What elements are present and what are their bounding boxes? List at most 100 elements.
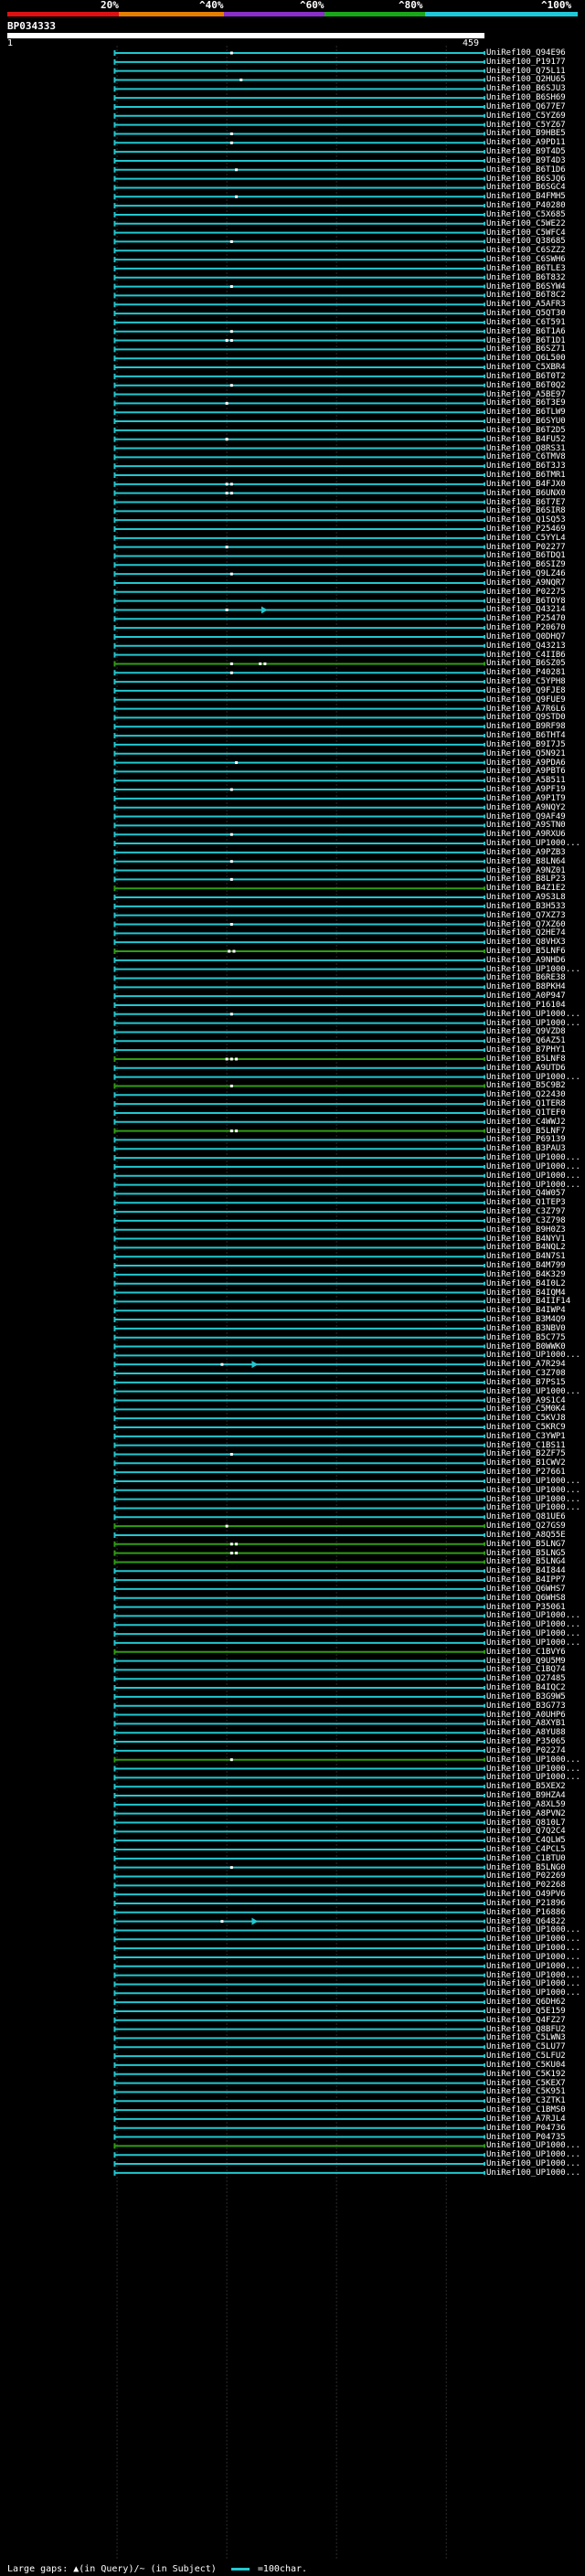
accession-link[interactable]: UniRef100_B5C775 xyxy=(486,1332,566,1342)
accession-link[interactable]: UniRef100_C5K951 xyxy=(486,2087,566,2097)
accession-link[interactable]: UniRef100_C3ZTK1 xyxy=(486,2096,566,2106)
alignment-track[interactable] xyxy=(113,1092,485,1098)
alignment-track[interactable] xyxy=(113,1433,485,1439)
alignment-track[interactable] xyxy=(113,1451,485,1458)
accession-link[interactable]: UniRef100_B4IQM4 xyxy=(486,1288,566,1298)
accession-link[interactable]: UniRef100_B4Z1E2 xyxy=(486,884,566,894)
accession-link[interactable]: UniRef100_B6T1D6 xyxy=(486,164,566,175)
alignment-track[interactable] xyxy=(113,373,485,379)
alignment-track[interactable] xyxy=(113,625,485,631)
accession-link[interactable]: UniRef100_UP1000... xyxy=(486,2159,580,2169)
accession-link[interactable]: UniRef100_B6T0Q2 xyxy=(486,380,566,390)
accession-link[interactable]: UniRef100_P69139 xyxy=(486,1135,566,1145)
alignment-track[interactable] xyxy=(113,1900,485,1906)
accession-link[interactable]: UniRef100_B4FMH5 xyxy=(486,192,566,202)
accession-link[interactable]: UniRef100_B7PS15 xyxy=(486,1377,566,1387)
alignment-track[interactable] xyxy=(113,1352,485,1359)
accession-link[interactable]: UniRef100_C1BTU0 xyxy=(486,1853,566,1863)
alignment-track[interactable] xyxy=(113,1936,485,1943)
alignment-track[interactable] xyxy=(113,302,485,308)
alignment-track[interactable] xyxy=(113,2143,485,2149)
accession-link[interactable]: UniRef100_UP1000... xyxy=(486,1476,580,1486)
accession-link[interactable]: UniRef100_B4FJX0 xyxy=(486,479,566,489)
accession-link[interactable]: UniRef100_Q7XZ60 xyxy=(486,919,566,929)
accession-link[interactable]: UniRef100_B9I7J5 xyxy=(486,739,566,749)
accession-link[interactable]: UniRef100_A9NZ01 xyxy=(486,865,566,875)
accession-link[interactable]: UniRef100_UP1000... xyxy=(486,1485,580,1495)
accession-link[interactable]: UniRef100_P04736 xyxy=(486,2123,566,2133)
alignment-track[interactable] xyxy=(113,705,485,712)
accession-link[interactable]: UniRef100_B8PKH4 xyxy=(486,982,566,992)
accession-link[interactable]: UniRef100_Q1TEP3 xyxy=(486,1198,566,1208)
accession-link[interactable]: UniRef100_Q6WHS7 xyxy=(486,1584,566,1594)
accession-link[interactable]: UniRef100_B9HZA4 xyxy=(486,1791,566,1801)
alignment-track[interactable] xyxy=(113,1784,485,1790)
accession-link[interactable]: UniRef100_B9HBE5 xyxy=(486,129,566,139)
alignment-track[interactable] xyxy=(113,436,485,442)
accession-link[interactable]: UniRef100_P35061 xyxy=(486,1602,566,1612)
alignment-track[interactable] xyxy=(113,185,485,191)
alignment-track[interactable] xyxy=(113,993,485,1000)
alignment-track[interactable] xyxy=(113,239,485,245)
alignment-track[interactable] xyxy=(113,750,485,757)
alignment-track[interactable] xyxy=(113,400,485,407)
accession-link[interactable]: UniRef100_Q38685 xyxy=(486,237,566,247)
alignment-track[interactable] xyxy=(113,1254,485,1260)
accession-link[interactable]: UniRef100_UP1000... xyxy=(486,1754,580,1765)
accession-link[interactable]: UniRef100_P20670 xyxy=(486,623,566,633)
alignment-track[interactable] xyxy=(113,1882,485,1889)
alignment-track[interactable] xyxy=(113,2089,485,2095)
alignment-track[interactable] xyxy=(113,1730,485,1736)
accession-link[interactable]: UniRef100_C5KEX7 xyxy=(486,2078,566,2088)
alignment-track[interactable] xyxy=(113,2107,485,2114)
accession-link[interactable]: UniRef100_B4IPP7 xyxy=(486,1575,566,1585)
accession-link[interactable]: UniRef100_Q810L7 xyxy=(486,1818,566,1828)
accession-link[interactable]: UniRef100_UP1000... xyxy=(486,1952,580,1962)
accession-link[interactable]: UniRef100_C4IIB6 xyxy=(486,650,566,660)
alignment-track[interactable] xyxy=(113,1029,485,1035)
accession-link[interactable]: UniRef100_UP1000... xyxy=(486,1961,580,1971)
alignment-track[interactable] xyxy=(113,517,485,524)
accession-link[interactable]: UniRef100_Q1TER8 xyxy=(486,1099,566,1109)
accession-link[interactable]: UniRef100_B6TLE3 xyxy=(486,263,566,273)
alignment-track[interactable] xyxy=(113,1927,485,1934)
accession-link[interactable]: UniRef100_B6SJU3 xyxy=(486,84,566,94)
accession-link[interactable]: UniRef100_P16886 xyxy=(486,1907,566,1917)
accession-link[interactable]: UniRef100_UP1000... xyxy=(486,2150,580,2160)
alignment-track[interactable] xyxy=(113,157,485,164)
accession-link[interactable]: UniRef100_B6TDQ1 xyxy=(486,551,566,561)
alignment-track[interactable] xyxy=(113,1917,485,1925)
alignment-track[interactable] xyxy=(113,1083,485,1089)
alignment-track[interactable] xyxy=(113,535,485,541)
accession-link[interactable]: UniRef100_A9STN0 xyxy=(486,821,566,831)
accession-link[interactable]: UniRef100_Q1TEF0 xyxy=(486,1108,566,1118)
alignment-track[interactable] xyxy=(113,876,485,883)
accession-link[interactable]: UniRef100_C5KRC9 xyxy=(486,1422,566,1432)
accession-link[interactable]: UniRef100_UP1000... xyxy=(486,1773,580,1783)
alignment-track[interactable] xyxy=(113,1388,485,1394)
alignment-track[interactable] xyxy=(113,930,485,937)
accession-link[interactable]: UniRef100_UP1000... xyxy=(486,1153,580,1163)
accession-link[interactable]: UniRef100_Q2HE74 xyxy=(486,928,566,938)
alignment-track[interactable] xyxy=(113,903,485,909)
accession-link[interactable]: UniRef100_B5LNG5 xyxy=(486,1548,566,1558)
alignment-track[interactable] xyxy=(113,670,485,676)
alignment-track[interactable] xyxy=(113,481,485,487)
alignment-track[interactable] xyxy=(113,409,485,416)
accession-link[interactable]: UniRef100_C5YYL4 xyxy=(486,533,566,543)
alignment-track[interactable] xyxy=(113,257,485,263)
accession-link[interactable]: UniRef100_A9PBT6 xyxy=(486,767,566,777)
accession-link[interactable]: UniRef100_Q81UE6 xyxy=(486,1512,566,1522)
accession-link[interactable]: UniRef100_B3NBV0 xyxy=(486,1323,566,1333)
alignment-track[interactable] xyxy=(113,77,485,83)
accession-link[interactable]: UniRef100_P02268 xyxy=(486,1881,566,1891)
alignment-track[interactable] xyxy=(113,1954,485,1960)
alignment-track[interactable] xyxy=(113,1334,485,1341)
accession-link[interactable]: UniRef100_P25470 xyxy=(486,614,566,624)
alignment-track[interactable] xyxy=(113,1721,485,1727)
alignment-track[interactable] xyxy=(113,1226,485,1233)
accession-link[interactable]: UniRef100_B0WWK0 xyxy=(486,1341,566,1352)
accession-link[interactable]: UniRef100_Q9VZD8 xyxy=(486,1027,566,1037)
accession-link[interactable]: UniRef100_A8Q55E xyxy=(486,1530,566,1540)
alignment-track[interactable] xyxy=(113,679,485,685)
